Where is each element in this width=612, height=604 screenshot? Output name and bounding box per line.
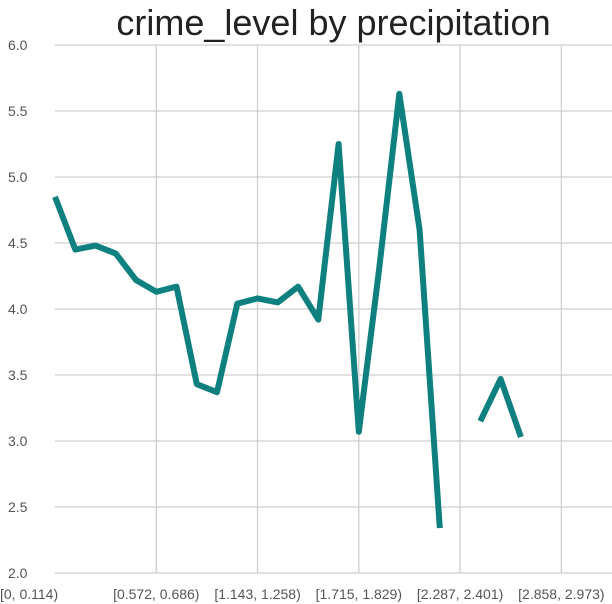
x-tick-label: [1.143, 1.258) bbox=[214, 586, 300, 602]
y-tick-label: 5.0 bbox=[8, 169, 28, 185]
grid bbox=[55, 44, 612, 574]
y-tick-label: 4.5 bbox=[8, 235, 28, 251]
y-tick-label: 5.5 bbox=[8, 103, 28, 119]
y-axis-ticks: 2.0 2.5 3.0 3.5 4.0 4.5 5.0 5.5 6.0 bbox=[8, 37, 28, 581]
y-tick-label: 3.0 bbox=[8, 433, 28, 449]
series-line bbox=[52, 90, 443, 529]
series-lines bbox=[52, 90, 524, 529]
chart-title: crime_level by precipitation bbox=[116, 2, 551, 43]
x-axis-ticks: [0, 0.114) [0.572, 0.686) [1.143, 1.258) [1… bbox=[0, 586, 605, 602]
x-tick-label: [2.287, 2.401) bbox=[417, 586, 503, 602]
x-tick-label: [1.715, 1.829) bbox=[316, 586, 402, 602]
x-tick-label: [0, 0.114) bbox=[0, 586, 58, 602]
series-line bbox=[477, 376, 524, 438]
y-tick-label: 6.0 bbox=[8, 37, 28, 53]
x-tick-label: [0.572, 0.686) bbox=[113, 586, 199, 602]
y-tick-label: 4.0 bbox=[8, 301, 28, 317]
y-tick-label: 2.0 bbox=[8, 565, 28, 581]
y-tick-label: 2.5 bbox=[8, 499, 28, 515]
y-tick-label: 3.5 bbox=[8, 367, 28, 383]
x-tick-label: [2.858, 2.973) bbox=[518, 586, 604, 602]
